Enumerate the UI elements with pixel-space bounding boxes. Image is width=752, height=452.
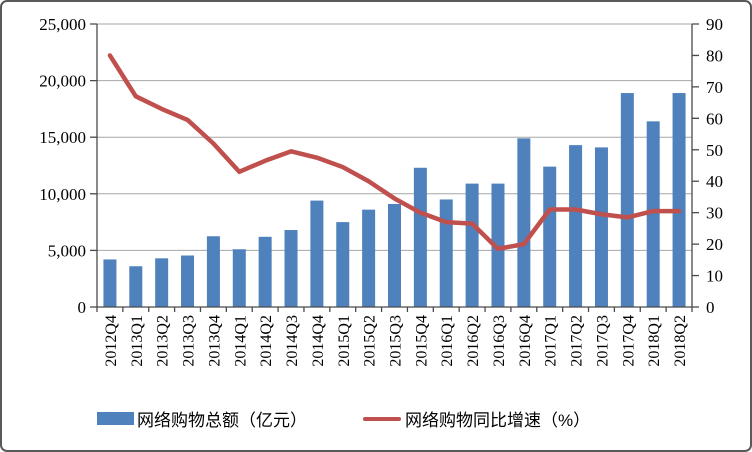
right-axis-tick-label: 10 (706, 267, 723, 286)
bar-2017Q1 (543, 166, 557, 307)
growth-line (107, 53, 682, 252)
axis-lines (96, 24, 693, 308)
bar-2013Q4 (206, 236, 220, 307)
left-axis-tick-label: 0 (78, 298, 87, 317)
x-axis-tick-label: 2017Q2 (569, 315, 586, 367)
left-axis-tick-label: 15,000 (39, 128, 86, 147)
bar-2016Q4 (517, 138, 531, 307)
x-axis-tick-label: 2018Q2 (672, 315, 689, 367)
x-axis-tick-label: 2017Q4 (620, 315, 637, 367)
right-axis-tick-label: 0 (706, 298, 715, 317)
bar-2015Q2 (362, 209, 376, 307)
bar-2014Q4 (310, 200, 324, 307)
x-axis-tick-label: 2017Q3 (594, 315, 611, 367)
x-axis-tick-label: 2014Q4 (310, 315, 327, 367)
bar-2015Q4 (413, 167, 427, 307)
x-axis-tick-label: 2017Q1 (543, 315, 560, 367)
x-axis-tick-label: 2016Q3 (491, 315, 508, 367)
x-axis-tick-label: 2015Q3 (388, 315, 405, 367)
bars-series (103, 93, 686, 308)
left-axis-labels: 0 5,000 10,000 15,000 20,000 25,000 (39, 15, 97, 317)
legend-line-swatch (363, 416, 401, 421)
bar-2016Q3 (491, 183, 505, 307)
x-axis-tick-label: 2015Q1 (336, 315, 353, 367)
x-axis-tick-label: 2016Q4 (517, 315, 534, 367)
right-axis-tick-label: 80 (706, 46, 723, 65)
bar-2015Q3 (388, 203, 401, 307)
x-axis-tick-label: 2016Q2 (465, 315, 482, 367)
x-axis-tick-label: 2014Q2 (258, 315, 275, 367)
left-axis-tick-label: 10,000 (39, 185, 86, 204)
bar-2012Q4 (103, 259, 117, 307)
legend: 网络购物总额（亿元） 网络购物同比增速（%） (97, 406, 590, 431)
legend-line-label: 网络购物同比增速（%） (405, 411, 591, 430)
bar-2018Q1 (646, 121, 660, 308)
x-axis-tick-label: 2015Q2 (362, 315, 379, 367)
x-axis-tick-label: 2015Q4 (413, 315, 430, 367)
legend-bar-swatch (97, 412, 134, 425)
legend-item-bars: 网络购物总额（亿元） (97, 406, 307, 431)
x-axis-tick-label: 2013Q4 (206, 315, 223, 367)
gridlines (97, 23, 692, 251)
right-axis-tick-label: 90 (706, 15, 723, 34)
bar-2013Q2 (155, 258, 169, 307)
right-axis-tick-label: 60 (706, 109, 723, 128)
x-axis-tick-label: 2014Q1 (232, 315, 249, 367)
x-axis-tick-label: 2016Q1 (439, 315, 456, 367)
x-axis-tick-label: 2013Q2 (155, 315, 172, 367)
right-axis-tick-label: 50 (706, 141, 723, 160)
x-axis-tick-label: 2013Q3 (181, 315, 198, 367)
bar-2013Q1 (129, 266, 143, 307)
x-axis-labels: 2012Q4 2013Q1 2013Q2 2013Q3 2013Q4 2014Q1 2014… (103, 315, 689, 367)
x-axis-tick-label: 2014Q3 (284, 315, 301, 367)
x-axis-tick-label: 2012Q4 (103, 315, 120, 367)
legend-bar-label: 网络购物总额（亿元） (137, 411, 307, 430)
legend-item-line: 网络购物同比增速（%） (363, 406, 590, 431)
left-axis-tick-label: 25,000 (39, 15, 86, 34)
bar-2017Q4 (620, 93, 634, 307)
bar-2014Q2 (258, 236, 272, 307)
right-axis-tick-label: 40 (706, 172, 723, 191)
bar-2016Q1 (439, 199, 453, 307)
right-axis-labels: 0 10 20 30 40 50 60 70 80 90 (692, 15, 723, 317)
right-axis-tick-label: 70 (706, 78, 723, 97)
bar-2016Q2 (465, 183, 479, 307)
left-axis-tick-label: 5,000 (48, 241, 86, 260)
x-axis-ticks (96, 307, 693, 312)
right-axis-tick-label: 20 (706, 235, 723, 254)
left-axis-tick-label: 20,000 (39, 72, 86, 91)
bar-2014Q3 (284, 230, 298, 307)
x-axis-tick-label: 2018Q1 (646, 315, 663, 367)
bar-2017Q2 (569, 145, 583, 307)
right-axis-tick-label: 30 (706, 204, 723, 223)
bar-2014Q1 (232, 249, 246, 307)
x-axis-tick-label: 2013Q1 (129, 315, 146, 367)
bar-2013Q3 (181, 255, 195, 307)
bar-2015Q1 (336, 222, 350, 307)
bar-2018Q2 (672, 93, 686, 307)
bar-2017Q3 (594, 147, 608, 307)
